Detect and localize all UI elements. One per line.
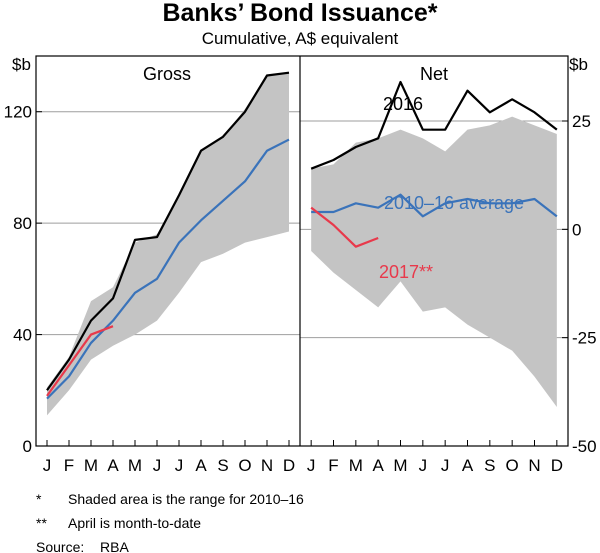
net-x-tick-label: J [307, 456, 316, 475]
net-x-tick-label: N [528, 456, 540, 475]
left-y-tick-label: 80 [13, 214, 32, 233]
net-x-tick-label: O [506, 456, 519, 475]
net-series-avg-line [311, 193, 558, 218]
gross-x-tick-label: M [128, 456, 142, 475]
net-x-tick-label: J [441, 456, 450, 475]
chart-subtitle: Cumulative, A$ equivalent [202, 29, 399, 48]
right-y-tick-label: 25 [572, 112, 591, 131]
gross-series-2016-line [46, 71, 290, 391]
net-series-2016-line [310, 80, 558, 170]
right-y-tick-label: 0 [572, 220, 581, 239]
left-unit-label: $b [12, 55, 31, 74]
gross-series [46, 71, 290, 400]
net-x-tick-label: M [349, 456, 363, 475]
net-x-tick-label: M [393, 456, 407, 475]
net-series [310, 80, 558, 248]
gross-range-area [47, 72, 289, 416]
gross-x-tick-label: A [195, 456, 207, 475]
plot-border [35, 55, 569, 447]
net-x-tick-label: A [372, 456, 384, 475]
left-y-tick-label: 40 [13, 326, 32, 345]
left-y-tick-label: 120 [4, 103, 32, 122]
gross-panel: Gross [36, 64, 300, 416]
net-x-tick-label: A [462, 456, 474, 475]
gross-x-tick-label: D [283, 456, 295, 475]
gross-series-avg-line [46, 138, 290, 400]
gross-x-tick-label: J [153, 456, 162, 475]
gross-x-tick-label: S [217, 456, 228, 475]
gross-x-tick-label: F [64, 456, 74, 475]
net-x-tick-label: F [328, 456, 338, 475]
gross-x-tick-label: J [175, 456, 184, 475]
net-range-area [311, 116, 557, 408]
gross-x-tick-label: N [261, 456, 273, 475]
right-y-tick-label: -25 [572, 329, 597, 348]
gross-x-tick-label: J [43, 456, 52, 475]
right-unit-label: $b [569, 55, 588, 74]
plot-frame [35, 55, 569, 447]
gross-series-2017-line [46, 325, 114, 397]
net-x-tick-label: J [419, 456, 428, 475]
gross-x-tick-label: A [107, 456, 119, 475]
chart-title: Banks’ Bond Issuance* [162, 0, 437, 27]
left-y-tick-label: 0 [23, 437, 32, 456]
gross-x-tick-label: M [84, 456, 98, 475]
gross-panel-title: Gross [143, 64, 191, 84]
note-2-text: April is month-to-date [68, 515, 201, 531]
annotation-2016: 2016 [383, 94, 423, 114]
net-x-tick-label: S [484, 456, 495, 475]
note-2-mark: ** [36, 515, 47, 531]
gross-x-tick-label: O [238, 456, 251, 475]
note-1-mark: * [36, 491, 42, 507]
note-1-text: Shaded area is the range for 2010–16 [68, 491, 304, 507]
annotation-2017: 2017** [379, 262, 433, 282]
right-y-tick-label: -50 [572, 437, 597, 456]
net-x-tick-label: D [551, 456, 563, 475]
net-panel-title: Net [420, 64, 448, 84]
source-text: RBA [100, 539, 129, 553]
net-panel: Net [300, 64, 568, 408]
annotation-average: 2010–16 average [384, 193, 524, 213]
source-label: Source: [36, 539, 84, 553]
net-series-2017-line [310, 206, 379, 248]
